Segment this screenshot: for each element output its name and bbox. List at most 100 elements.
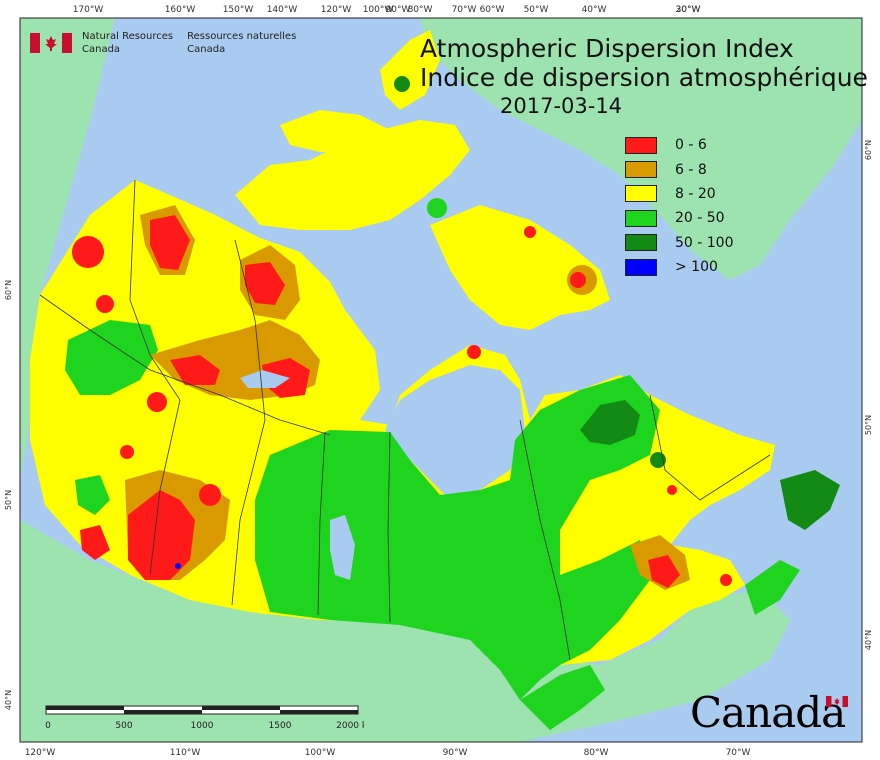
right-tick-label: 60°N xyxy=(864,140,873,160)
right-tick-label: 40°N xyxy=(864,630,873,650)
legend-item: 50 - 100 xyxy=(625,231,734,255)
arctic-islands xyxy=(235,120,470,230)
legend-item: 8 - 20 xyxy=(625,182,734,206)
bottom-tick-label: 120°W xyxy=(25,748,56,758)
canada-region-20-50 xyxy=(255,375,660,700)
top-tick-label: 90°W xyxy=(386,5,411,15)
scale-label: 500 xyxy=(115,721,132,731)
bottom-tick-label: 100°W xyxy=(305,748,336,758)
yukon-red xyxy=(150,215,190,270)
agency-name-french: Ressources naturelles Canada xyxy=(187,31,297,55)
quebec-dark-spot xyxy=(650,452,666,468)
top-tick-label: 20°W xyxy=(676,5,701,15)
top-tick-label: 100°W xyxy=(363,5,394,15)
legend-label: 6 - 8 xyxy=(675,161,707,178)
scale-bar: 0 500 1000 1500 2000 km xyxy=(44,704,376,734)
legend-swatch xyxy=(625,209,657,227)
legend-item: > 100 xyxy=(625,255,734,279)
legend-swatch xyxy=(625,161,657,179)
prairie-red xyxy=(128,490,195,580)
map-title-block: Atmospheric Dispersion Index Indice de d… xyxy=(420,34,868,120)
north-islands-2 xyxy=(280,110,390,152)
top-tick-label: 30°W xyxy=(676,5,701,15)
legend-swatch xyxy=(625,234,657,252)
wordmark-flag-icon xyxy=(826,692,848,707)
top-tick-label: 50°W xyxy=(524,5,549,15)
canada-wordmark: Canada xyxy=(690,688,846,737)
legend-item: 20 - 50 xyxy=(625,206,734,230)
map-title-english: Atmospheric Dispersion Index xyxy=(420,34,794,63)
legend-label: > 100 xyxy=(675,259,718,276)
bc-red-4 xyxy=(199,484,221,506)
left-tick-label: 50°N xyxy=(4,490,13,510)
map-frame xyxy=(19,17,863,743)
north-red xyxy=(245,262,285,305)
left-graticule: 60°N 50°N 40°N xyxy=(4,280,13,710)
top-graticule: 170°W 160°W 150°W 140°W 120°W 100°W90°W80°W 70… xyxy=(73,5,701,15)
right-tick-label: 50°N xyxy=(864,415,873,435)
top-tick-label: 160°W xyxy=(165,5,196,15)
left-tick-label: 40°N xyxy=(4,690,13,710)
maritime-red xyxy=(720,574,732,586)
arctic-red-2 xyxy=(524,226,536,238)
legend-label: 0 - 6 xyxy=(675,137,707,154)
canada-region-50-100 xyxy=(580,400,640,445)
map-date: 2017-03-14 xyxy=(500,94,623,118)
top-tick-label: 140°W xyxy=(267,5,298,15)
ak-red-1 xyxy=(72,236,104,268)
scale-label: 0 xyxy=(45,721,51,731)
bottom-tick-label: 110°W xyxy=(170,748,201,758)
arctic-green-spot xyxy=(427,198,447,218)
right-graticule: 60°N 50°N 40°N xyxy=(864,140,873,650)
top-tick-label: 80°W xyxy=(408,5,433,15)
ellesmere-island xyxy=(380,30,440,110)
scale-label: 2000 km xyxy=(336,721,364,731)
greenland-dark-spot xyxy=(394,76,410,92)
labrador-red xyxy=(667,485,677,495)
scale-label: 1500 xyxy=(269,721,292,731)
canada-region-over-100 xyxy=(175,563,181,569)
bc-red-3 xyxy=(120,445,134,459)
hudson-bay xyxy=(385,365,525,500)
province-borders xyxy=(39,179,771,661)
great-lake-winnipeg xyxy=(330,515,355,580)
top-tick-label: 150°W xyxy=(223,5,254,15)
top-tick-label: 170°W xyxy=(73,5,104,15)
canada-flag-icon xyxy=(30,33,72,53)
great-slave-lake xyxy=(240,370,290,388)
legend-swatch xyxy=(625,136,657,154)
top-tick-label: 120°W xyxy=(321,5,352,15)
baffin-island xyxy=(430,205,610,330)
bottom-tick-label: 70°W xyxy=(726,748,751,758)
top-tick-label: 40°W xyxy=(582,5,607,15)
legend-label: 8 - 20 xyxy=(675,185,716,202)
legend-item: 0 - 6 xyxy=(625,133,734,157)
nova-scotia-green xyxy=(745,560,800,615)
legend-label: 20 - 50 xyxy=(675,210,725,227)
canada-region-0-6 xyxy=(170,355,220,385)
legend-swatch xyxy=(625,185,657,203)
map-title-french: Indice de dispersion atmosphérique xyxy=(420,63,868,92)
bottom-tick-label: 80°W xyxy=(584,748,609,758)
legend: 0 - 6 6 - 8 8 - 20 20 - 50 50 - 100 > 100 xyxy=(625,133,734,279)
arctic-red-1 xyxy=(467,345,481,359)
bc-red-2 xyxy=(147,392,167,412)
legend-item: 6 - 8 xyxy=(625,157,734,181)
legend-label: 50 - 100 xyxy=(675,234,734,251)
agency-signature: Natural Resources Canada Ressources natu… xyxy=(30,30,296,56)
bc-coast-red xyxy=(80,525,110,560)
bc-green-area xyxy=(65,320,158,395)
bc-green-coast xyxy=(75,475,110,515)
scale-label: 1000 xyxy=(191,721,214,731)
quebec-red xyxy=(648,555,680,588)
bottom-graticule: 120°W 110°W 100°W 90°W 80°W 70°W xyxy=(25,748,751,758)
newfoundland-dark xyxy=(780,470,840,530)
ontario-south-green xyxy=(520,665,605,730)
baffin-red xyxy=(570,272,586,288)
agency-name-english: Natural Resources Canada xyxy=(82,31,174,55)
usa-land xyxy=(20,18,115,480)
bottom-tick-label: 90°W xyxy=(443,748,468,758)
left-tick-label: 60°N xyxy=(4,280,13,300)
top-tick-label: 60°W xyxy=(480,5,505,15)
